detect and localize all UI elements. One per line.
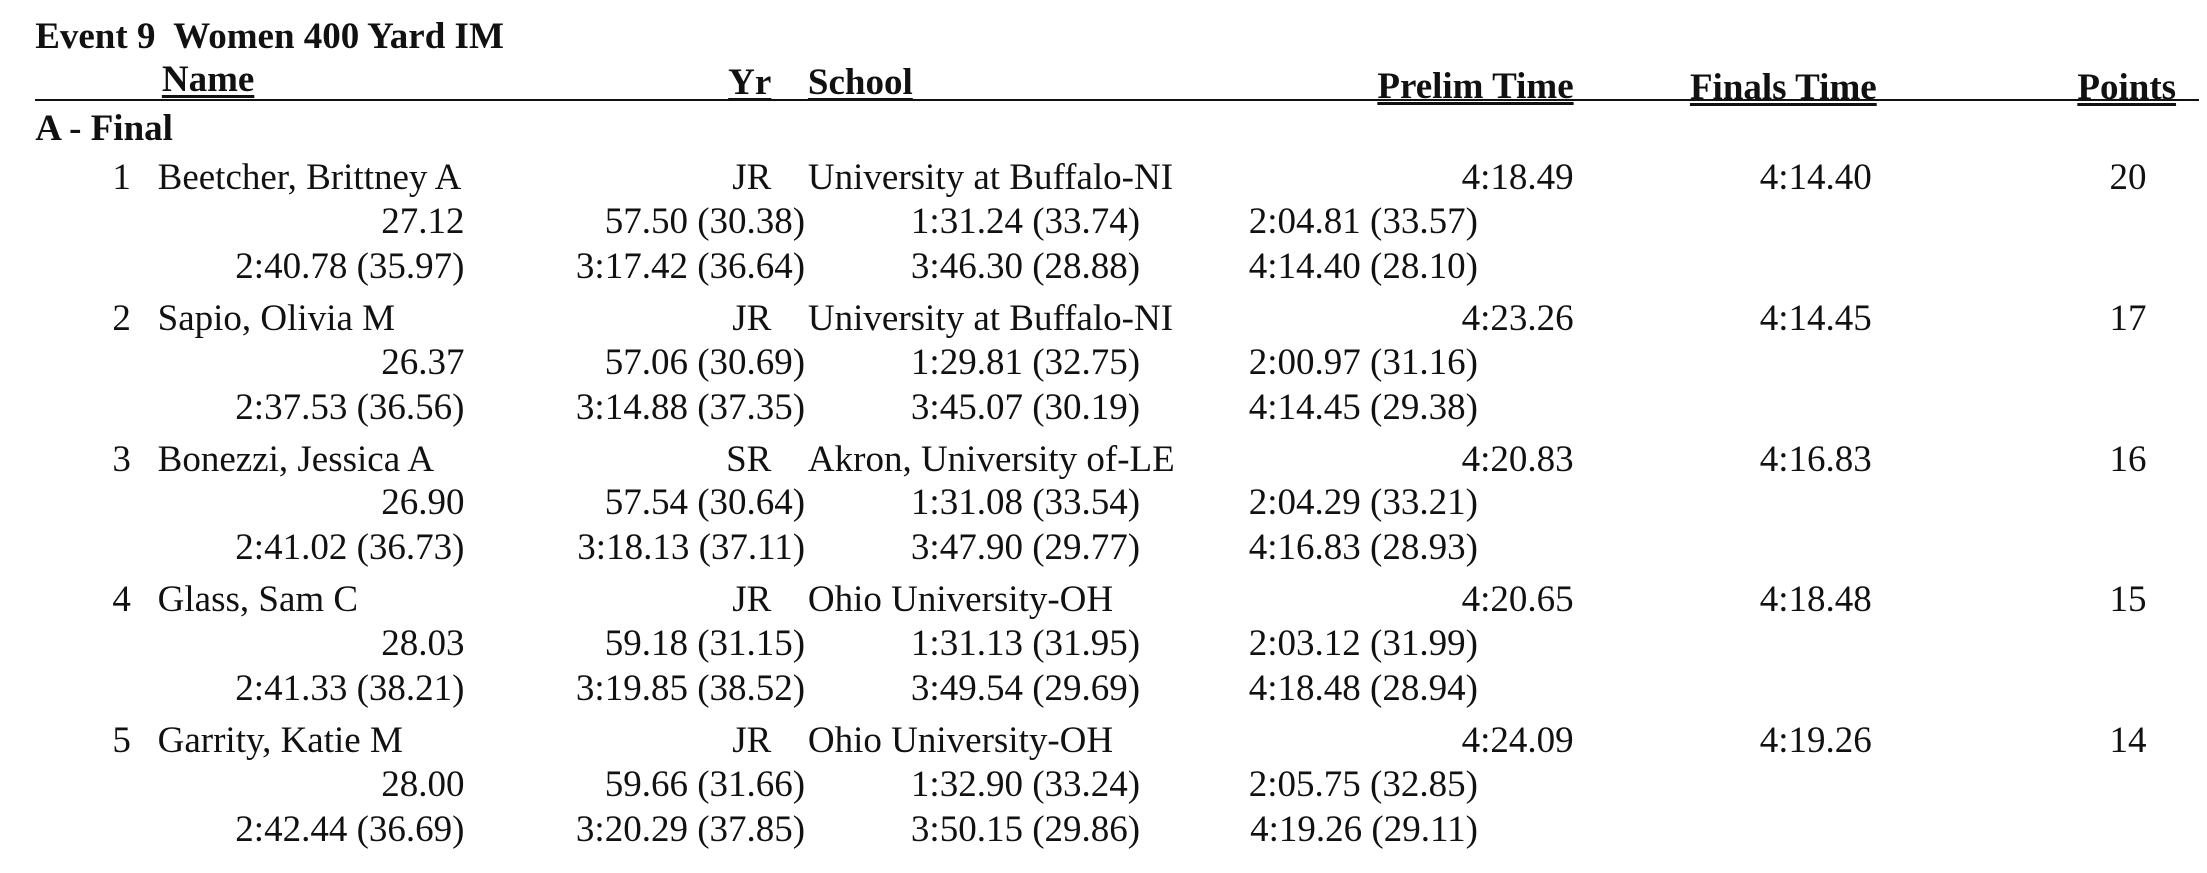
place: 1 <box>112 157 131 199</box>
split: 3:19.85 (38.52) <box>575 668 806 710</box>
finals-time: 4:19.26 <box>1759 720 1872 762</box>
split: 2:41.02 (36.73) <box>235 527 465 569</box>
split: 57.06 (30.69) <box>604 341 806 383</box>
split: 3:20.29 (37.85) <box>575 808 806 850</box>
school: Ohio University-OH <box>807 579 1114 621</box>
split: 3:46.30 (28.88) <box>910 245 1141 287</box>
split: 2:05.75 (32.85) <box>1248 763 1478 805</box>
title: Event 9 Women 400 Yard IM <box>35 16 504 58</box>
finals-time: 4:14.40 <box>1759 157 1872 199</box>
school: University at Buffalo-NI <box>807 297 1174 339</box>
year: JR <box>732 297 772 339</box>
prelim-time: 4:24.09 <box>1461 720 1574 762</box>
points: 20 <box>2109 157 2147 199</box>
swimmer-name: Glass, Sam C <box>157 579 359 621</box>
split: 2:00.97 (31.16) <box>1248 341 1478 383</box>
school: Akron, University of-LE <box>807 438 1175 480</box>
col-yr: Yr <box>728 61 772 103</box>
place: 5 <box>112 720 131 762</box>
points: 15 <box>2109 579 2147 621</box>
year: JR <box>732 579 772 621</box>
finals-time: 4:18.48 <box>1759 579 1872 621</box>
year: SR <box>726 438 772 480</box>
split: 26.90 <box>381 482 465 524</box>
split: 3:50.15 (29.86) <box>910 808 1141 850</box>
finals-time: 4:14.45 <box>1759 297 1872 339</box>
prelim-time: 4:20.83 <box>1461 438 1574 480</box>
split: 27.12 <box>381 200 465 242</box>
section-label: A - Final <box>35 107 173 149</box>
split: 59.18 (31.15) <box>604 623 806 665</box>
place: 4 <box>112 579 131 621</box>
split: 2:41.33 (38.21) <box>235 668 465 710</box>
place: 2 <box>112 297 131 339</box>
split: 4:16.83 (28.93) <box>1248 527 1478 569</box>
split: 4:18.48 (28.94) <box>1248 668 1478 710</box>
swimmer-name: Bonezzi, Jessica A <box>157 438 435 480</box>
split: 59.66 (31.66) <box>604 763 806 805</box>
col-finals: Finals Time <box>1689 67 1877 109</box>
col-prelim: Prelim Time <box>1377 65 1574 107</box>
split: 3:47.90 (29.77) <box>910 527 1141 569</box>
split: 4:19.26 (29.11) <box>1250 808 1478 850</box>
split: 3:49.54 (29.69) <box>910 668 1141 710</box>
split: 2:04.29 (33.21) <box>1248 482 1478 524</box>
split: 4:14.40 (28.10) <box>1248 245 1478 287</box>
split: 1:31.13 (31.95) <box>910 623 1141 665</box>
split: 2:40.78 (35.97) <box>235 245 465 287</box>
swimmer-name: Sapio, Olivia M <box>157 297 396 339</box>
split: 2:42.44 (36.69) <box>235 808 465 850</box>
split: 2:37.53 (36.56) <box>235 386 465 428</box>
place: 3 <box>112 438 131 480</box>
prelim-time: 4:23.26 <box>1461 297 1574 339</box>
split: 2:03.12 (31.99) <box>1248 623 1478 665</box>
split: 3:17.42 (36.64) <box>575 245 806 287</box>
col-name: Name <box>161 58 255 100</box>
school: Ohio University-OH <box>807 720 1114 762</box>
split: 4:14.45 (29.38) <box>1248 386 1478 428</box>
header-rule <box>35 99 2199 101</box>
prelim-time: 4:20.65 <box>1461 579 1574 621</box>
col-school: School <box>807 61 913 103</box>
split: 3:14.88 (37.35) <box>575 386 806 428</box>
split: 3:18.13 (37.11) <box>577 527 806 569</box>
split: 1:32.90 (33.24) <box>910 763 1141 805</box>
split: 26.37 <box>381 341 465 383</box>
prelim-time: 4:18.49 <box>1461 157 1574 199</box>
points: 14 <box>2109 720 2147 762</box>
split: 2:04.81 (33.57) <box>1248 200 1478 242</box>
split: 57.54 (30.64) <box>604 482 806 524</box>
split: 1:31.24 (33.74) <box>910 200 1141 242</box>
year: JR <box>732 157 772 199</box>
col-points: Points <box>2077 67 2177 109</box>
points: 17 <box>2109 297 2147 339</box>
finals-time: 4:16.83 <box>1759 438 1872 480</box>
points: 16 <box>2109 438 2147 480</box>
school: University at Buffalo-NI <box>807 157 1174 199</box>
split: 28.03 <box>381 623 465 665</box>
swimmer-name: Garrity, Katie M <box>157 720 403 762</box>
split: 1:29.81 (32.75) <box>910 341 1141 383</box>
split: 3:45.07 (30.19) <box>910 386 1141 428</box>
split: 1:31.08 (33.54) <box>910 482 1141 524</box>
swimmer-name: Beetcher, Brittney A <box>157 157 462 199</box>
year: JR <box>732 720 772 762</box>
split: 57.50 (30.38) <box>604 200 806 242</box>
split: 28.00 <box>381 763 465 805</box>
